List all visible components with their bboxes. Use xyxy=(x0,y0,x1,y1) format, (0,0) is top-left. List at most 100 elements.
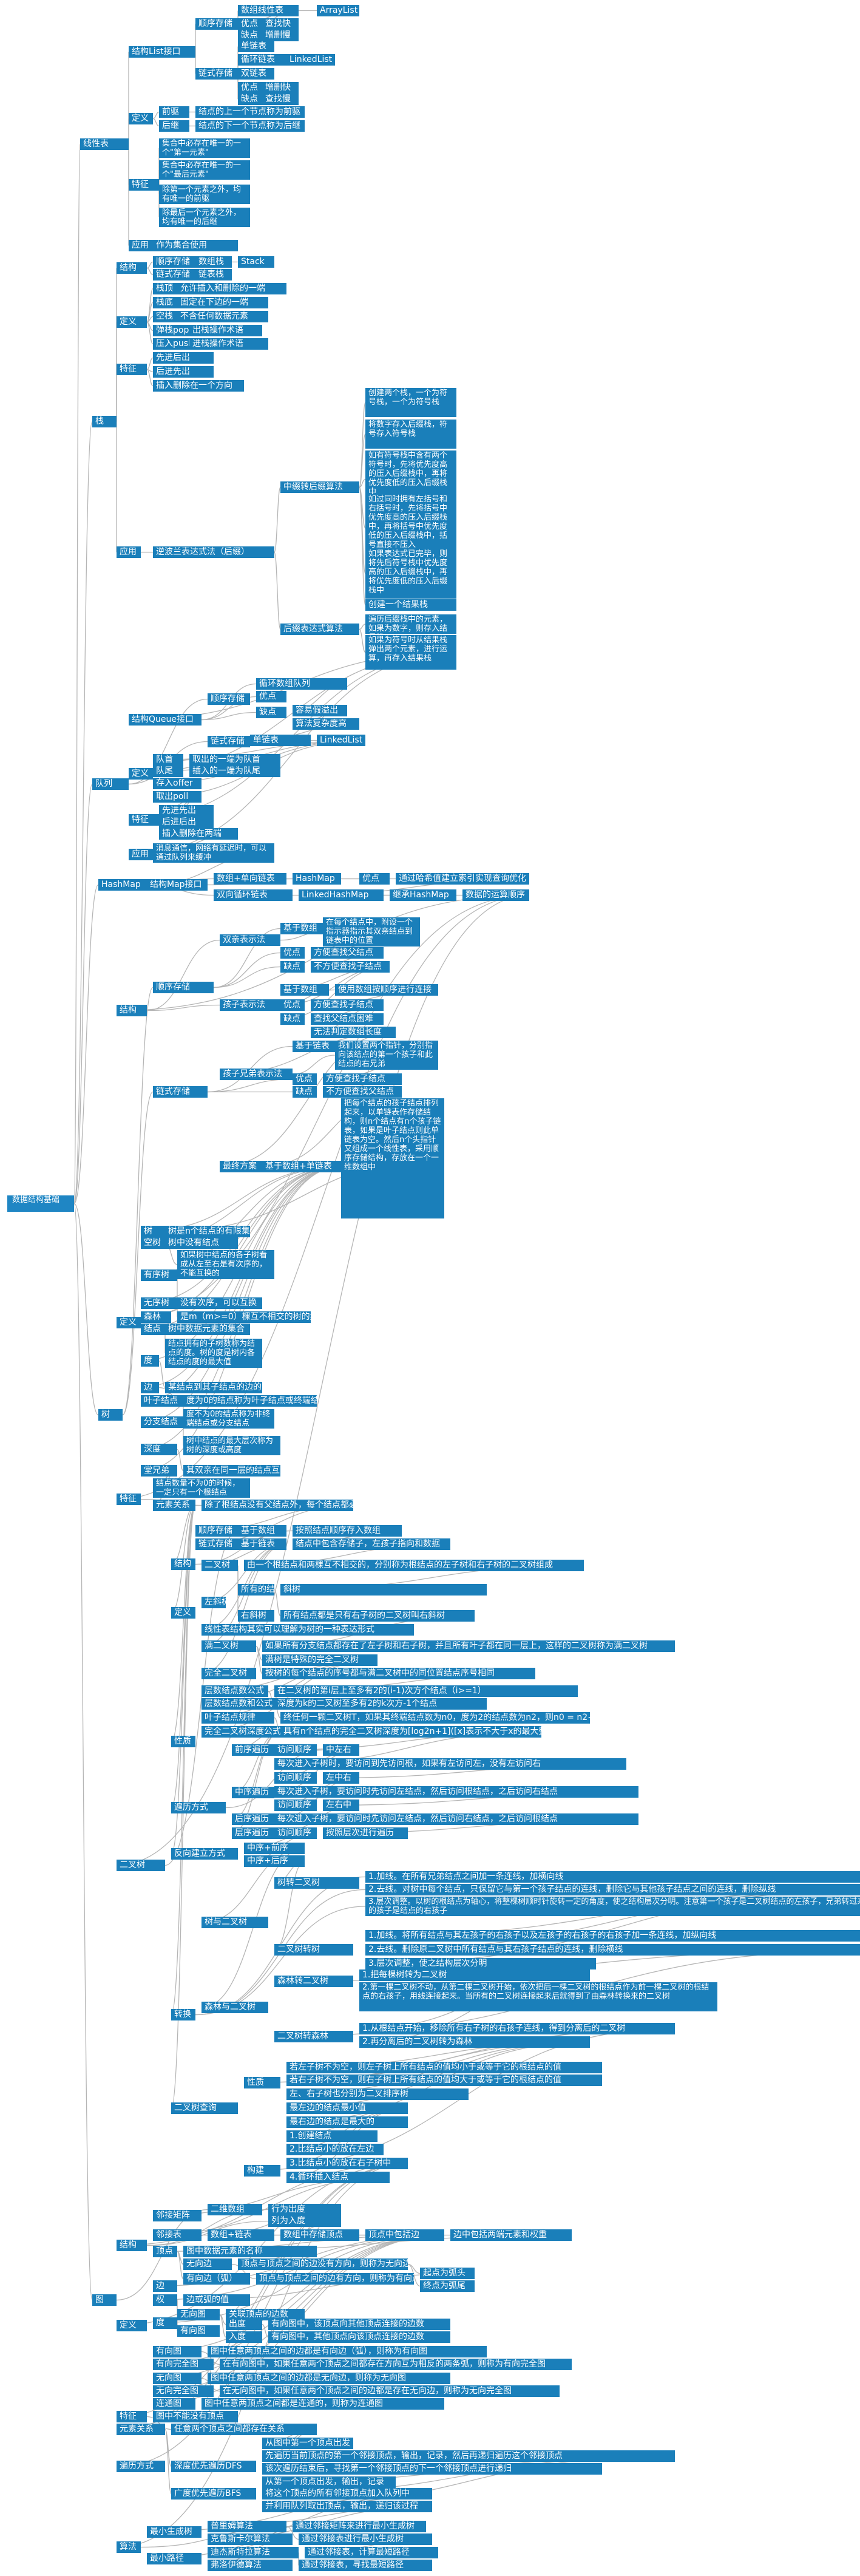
mind-map-node: 优点 xyxy=(238,82,262,93)
mind-map-node: 按照层次进行遍历 xyxy=(323,1827,408,1839)
mind-map-node: 无向图 xyxy=(153,2373,201,2384)
mind-map-node: 所有结点都是只有右子树的二叉树叫右斜树 xyxy=(280,1610,475,1622)
mind-map-node: 3.比结点小的放在右子树中 xyxy=(286,2158,408,2169)
mind-map-node: 栈顶 xyxy=(153,283,177,294)
mind-map-node: 如果表达式已完毕，则将先后符号栈中优先度高的压入后缀栈中，再将优先度低的压入后缀… xyxy=(365,549,456,599)
connector-line xyxy=(177,2251,184,2280)
mind-map-node: 取出的一端为队首 xyxy=(189,754,280,766)
mind-map-node: 出度 xyxy=(226,2319,262,2330)
connector-line xyxy=(152,2234,445,2365)
mind-map-node: 后进先出 xyxy=(153,366,214,378)
mind-map-node: 插入删除在两端 xyxy=(159,828,238,840)
mind-map-node: 图中任意两顶点之间的边都是有向边（弧），则称为有向图 xyxy=(208,2346,487,2357)
mind-map-node: 结点的下一个节点称为后继 xyxy=(195,120,305,132)
connector-line xyxy=(201,1659,378,1705)
mind-map-node: 层数结点数和公式 xyxy=(201,1698,274,1710)
mind-map-node: 在无向图中，如果任意两个顶点之间的边都是存在无向边，则称为无向完全图 xyxy=(220,2385,560,2397)
connector-line xyxy=(146,1004,220,1011)
mind-map-node: 终点为弧尾 xyxy=(420,2280,475,2292)
mind-map-node: 基于数组 xyxy=(280,984,329,996)
mind-map-node: 树中数据元素的集合 xyxy=(165,1324,250,1335)
mind-map-node: 将这个顶点的所有邻接顶点加入队列中 xyxy=(262,2488,432,2500)
mind-map-node: 元素关系 xyxy=(117,2424,165,2435)
connector-line xyxy=(201,1543,287,1674)
mind-map-node: 缺点 xyxy=(280,961,305,973)
mind-map-node: 斜树 xyxy=(280,1584,487,1596)
mind-map-node: 孩子兄弟表示法 xyxy=(220,1069,293,1080)
mind-map-node: 集合中必存在唯一的一个"第一元素" xyxy=(159,138,250,158)
mind-map-node: 2.比结点小的放在左边 xyxy=(286,2144,384,2155)
mind-map-node: 使用数组按顺序进行连接 xyxy=(335,984,438,996)
mind-map-node: 循环数组队列 xyxy=(256,678,347,690)
mind-map-node: 中序+前序 xyxy=(244,1843,305,1854)
mind-map-node: 图中数据元素的名称 xyxy=(183,2246,317,2257)
connector-line xyxy=(359,624,366,630)
connector-line xyxy=(140,1166,342,1423)
connector-line xyxy=(146,369,154,387)
mind-map-node: 关联顶点的边数 xyxy=(226,2309,305,2320)
mind-map-node: 队尾 xyxy=(153,766,183,777)
mind-map-node: 2.去线。删除原二叉树中所有结点与其右孩子结点的连线，删除横线 xyxy=(365,1944,860,1956)
mind-map-node: 中序遍历 xyxy=(232,1787,274,1798)
mind-map-node: 若左子树不为空，则左子树上所有结点的值均小于或等于它的根结点的值 xyxy=(286,2062,602,2073)
mind-map-node: 1.创建结点 xyxy=(286,2130,378,2142)
connector-line xyxy=(171,1504,196,2016)
mind-map-node: 数组线性表 xyxy=(238,5,299,16)
mind-map-node: 访问顺序 xyxy=(274,1772,317,1784)
mind-map-node: 压入push xyxy=(153,338,189,350)
mind-map-node: 转换 xyxy=(171,2009,195,2020)
mind-map-node: 每次进入子树时，要访问到先访问根，如果有左访问左，没有左访问右 xyxy=(274,1758,626,1770)
mind-map-node: 1.加线。在所有兄弟结点之间加一条连线，加横向线 xyxy=(365,1871,860,1883)
mind-map-node: 特征 xyxy=(117,2411,147,2422)
mind-map-node: 深度为k的二叉树至多有2的k次方-1个结点 xyxy=(274,1698,487,1710)
connector-line xyxy=(171,1504,196,1742)
mind-map-node: 该次遍历结束后，寻找第一个邻接顶点的下一个邻接顶点进行递归 xyxy=(262,2463,602,2475)
mind-map-node: 前序遍历 xyxy=(232,1744,274,1756)
mind-map-node: 先进后出 xyxy=(153,352,214,364)
connector-line xyxy=(262,2323,269,2338)
mind-map-node: 二维数组 xyxy=(208,2204,262,2215)
mind-map-node: 普里姆算法 xyxy=(208,2521,286,2532)
mind-map-node: 满树是特殊的完全二叉树 xyxy=(262,1654,378,1666)
mind-map-node: 增删快 xyxy=(262,82,299,93)
mind-map-node: 优点 xyxy=(359,873,390,885)
mind-map-node: 双向循环链表 xyxy=(214,889,293,901)
mind-map-node: 每次进入子树，要访问时先访问左结点，然后访问右结点，之后访问根结点 xyxy=(274,1813,638,1825)
mind-map-node: 终任何一颗二叉树T，如果其终端结点数为n0，度为2的结点数为n2，则n0 = n… xyxy=(280,1712,590,1724)
mind-map-node: 定义 xyxy=(129,113,153,124)
mind-map-node: 如果树中结点的各子树看成从左至右是有次序的，不能互换的 xyxy=(177,1250,274,1279)
mind-map-node: 双链表 xyxy=(238,68,274,80)
mind-map-node: 进栈操作术语 xyxy=(189,338,268,350)
mind-map-node: 顶点与顶点之间的边有方向，则称为有向边 xyxy=(256,2273,414,2285)
mind-map-node: 特征 xyxy=(129,179,159,191)
connector-line xyxy=(146,2416,172,2430)
mind-map-node: 完全二叉树深度公式 xyxy=(201,1726,280,1738)
mind-map-node: 空树 xyxy=(141,1237,165,1249)
mind-map-node: 线性表结构其实可以理解为树的一种表达形式 xyxy=(201,1624,414,1636)
mind-map-node: 后继 xyxy=(159,120,189,132)
mind-map-node: 列为入度 xyxy=(268,2215,341,2227)
mind-map-node: 基于数组+单链表 xyxy=(262,1161,341,1172)
mind-map-node: 右斜树 xyxy=(238,1610,274,1622)
mind-map-node: 有序树 xyxy=(141,1269,177,1281)
mind-map-node: 缺点 xyxy=(280,1013,305,1025)
mind-map-node: 2.第一棵二叉树不动，从第二棵二叉树开始，依次把后一棵二叉树的根结点作为前一棵二… xyxy=(359,1982,717,2011)
mind-map-node: 特征 xyxy=(117,364,147,375)
mind-map-node: 树 xyxy=(98,1409,123,1421)
mind-map-node: 广度优先遍历BFS xyxy=(171,2488,256,2500)
mind-map-node: 叶子结点规律 xyxy=(201,1712,274,1724)
mind-map-node: 分支结点 xyxy=(141,1416,183,1428)
mind-map-node: 顺序存储 xyxy=(208,693,250,705)
mind-map-node: 在有向图中，如果任意两个顶点之间都存在方向互为相反的两条弧，则称为有向完全图 xyxy=(220,2359,572,2370)
mind-map-node: 图中任意两顶点之间都是连通的，则称为连通图 xyxy=(201,2398,444,2410)
mind-map-node: 树中没有结点 xyxy=(165,1237,238,1249)
mind-map-node: 左、右子树也分别为二叉排序树 xyxy=(286,2088,469,2100)
mind-map-node: 算法 xyxy=(117,2541,141,2553)
mind-map-node: 访问顺序 xyxy=(274,1744,317,1756)
connector-line xyxy=(292,1055,336,1075)
mind-map-node: 链式存储 xyxy=(153,269,195,280)
mind-map-node: 有向边（弧） xyxy=(183,2273,250,2285)
mind-map-node: 栈底 xyxy=(153,297,177,308)
mind-map-node: 有向完全图 xyxy=(153,2359,214,2370)
mind-map-node: 具有n个结点的完全二叉树深度为[log2n+1]([x]表示不大于x的最大整数) xyxy=(280,1726,541,1738)
